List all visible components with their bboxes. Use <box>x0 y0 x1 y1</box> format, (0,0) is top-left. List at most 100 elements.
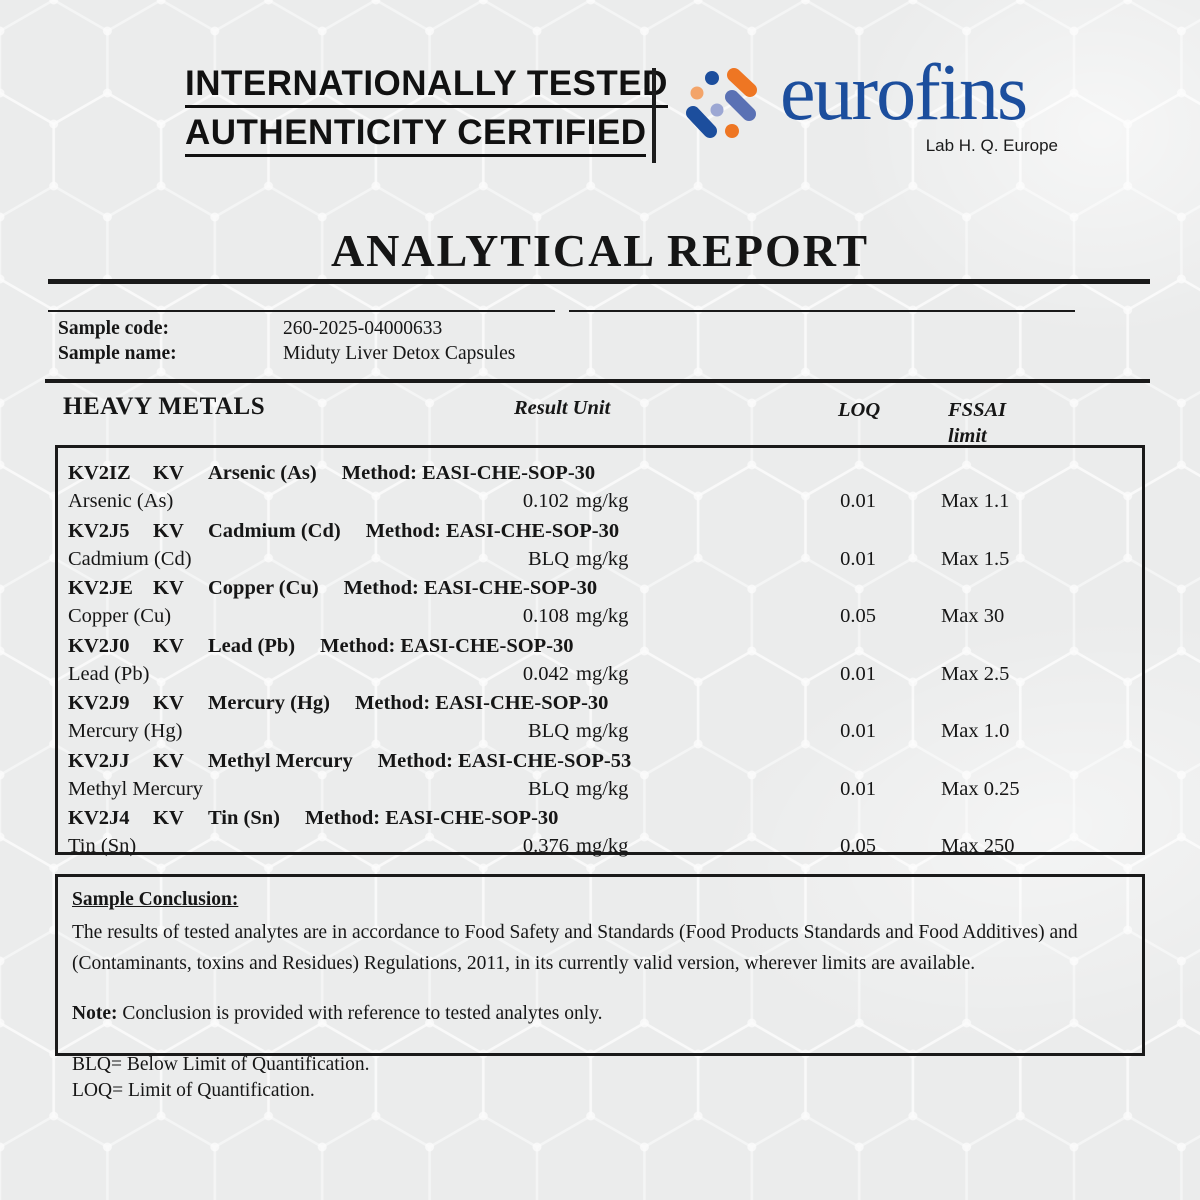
result-value: 0.042 <box>522 662 569 685</box>
result-value: 0.102 <box>522 490 569 512</box>
analyte-result-line: Copper (Cu) 0.108 mg/kg 0.05 Max 30 <box>58 605 1142 627</box>
table-row: KV2JJ KV Methyl Mercury Method: EASI-CHE-SO… <box>58 742 1142 800</box>
analyte-code: KV2J9 <box>68 692 130 714</box>
conclusion-body: The results of tested analytes are in ac… <box>72 922 1078 974</box>
loq-definition: LOQ= Limit of Quantification. <box>72 1080 315 1101</box>
sample-name-row: Sample name: Miduty Liver Detox Capsules <box>58 343 515 365</box>
note-label: Note: <box>72 1003 118 1024</box>
analyte-name-bold: Mercury (Hg) <box>208 692 330 714</box>
fssai-limit-value: Max 0.25 <box>941 777 1020 800</box>
result-unit: mg/kg <box>576 777 629 800</box>
table-row: KV2J4 KV Tin (Sn) Method: EASI-CHE-SOP-30 T… <box>58 799 1142 857</box>
column-header-fssai-limit: FSSAI limit <box>948 399 1007 447</box>
sample-name-value: Miduty Liver Detox Capsules <box>283 343 516 364</box>
analyte-kv: KV <box>153 519 184 542</box>
column-header-result: Result Unit <box>514 397 611 419</box>
result-unit: mg/kg <box>576 835 629 857</box>
sample-rule-right <box>569 310 1075 312</box>
result-value: BLQ <box>528 777 569 800</box>
analyte-name: Arsenic (As) <box>68 490 174 512</box>
analyte-method: Method: EASI-CHE-SOP-30 <box>343 577 598 599</box>
table-row: KV2J9 KV Mercury (Hg) Method: EASI-CHE-SOP-… <box>58 684 1142 742</box>
analyte-kv: KV <box>153 807 184 829</box>
analyte-result-line: Arsenic (As) 0.102 mg/kg 0.01 Max 1.1 <box>58 490 1142 512</box>
table-row: KV2J0 KV Lead (Pb) Method: EASI-CHE-SOP-30 … <box>58 627 1142 685</box>
analyte-name-bold: Arsenic (As) <box>208 462 317 484</box>
sample-code-row: Sample code: 260-2025-04000633 <box>58 318 442 340</box>
analyte-code: KV2J4 <box>68 807 130 829</box>
analyte-method: Method: EASI-CHE-SOP-30 <box>341 462 596 484</box>
analyte-code: KV2JE <box>68 577 133 599</box>
table-row: KV2J5 KV Cadmium (Cd) Method: EASI-CHE-SOP-… <box>58 512 1142 570</box>
result-value: BLQ <box>528 547 569 570</box>
analyte-result-line: Mercury (Hg) BLQ mg/kg 0.01 Max 1.0 <box>58 720 1142 742</box>
fssai-limit-value: Max 2.5 <box>941 662 1010 685</box>
column-header-loq: LOQ <box>838 399 881 421</box>
analyte-result-line: Cadmium (Cd) BLQ mg/kg 0.01 Max 1.5 <box>58 547 1142 570</box>
result-unit: mg/kg <box>576 490 629 512</box>
analyte-method: Method: EASI-CHE-SOP-30 <box>320 634 574 657</box>
abbreviation-definitions: BLQ= Below Limit of Quantification. LOQ=… <box>72 1052 1128 1104</box>
analyte-name-bold: Cadmium (Cd) <box>208 519 341 542</box>
analyte-name: Lead (Pb) <box>68 662 150 685</box>
analyte-code: KV2JJ <box>68 749 130 772</box>
analyte-name: Cadmium (Cd) <box>68 547 192 570</box>
analyte-method: Method: EASI-CHE-SOP-30 <box>365 519 620 542</box>
analyte-name-bold: Copper (Cu) <box>208 577 319 599</box>
analyte-name: Tin (Sn) <box>68 835 137 857</box>
certification-tagline: INTERNATIONALLY TESTED AUTHENTICITY CERT… <box>185 66 668 157</box>
analyte-kv: KV <box>153 692 184 714</box>
sample-code-label: Sample code: <box>58 318 170 339</box>
analyte-kv: KV <box>153 577 184 599</box>
analyte-kv: KV <box>153 749 184 772</box>
blq-definition: BLQ= Below Limit of Quantification. <box>72 1054 370 1075</box>
result-unit: mg/kg <box>576 605 629 627</box>
tagline-line2: AUTHENTICITY CERTIFIED <box>185 115 647 157</box>
sample-conclusion-box: Sample Conclusion: The results of tested… <box>55 874 1145 1101</box>
analyte-result-line: Tin (Sn) 0.376 mg/kg 0.05 Max 250 <box>58 835 1142 857</box>
note-text: Conclusion is provided with reference to… <box>122 1003 603 1024</box>
brand-name: eurofins <box>780 49 1028 137</box>
sample-code-value: 260-2025-04000633 <box>283 318 443 339</box>
result-unit: mg/kg <box>576 547 629 570</box>
result-unit: mg/kg <box>576 720 629 742</box>
analyte-method: Method: EASI-CHE-SOP-53 <box>377 749 632 772</box>
heavy-metals-table: KV2IZ KV Arsenic (As) Method: EASI-CHE-SOP-… <box>55 445 1145 857</box>
analyte-name-bold: Methyl Mercury <box>208 749 353 772</box>
sample-name-label: Sample name: <box>58 343 177 364</box>
section-title: HEAVY METALS <box>63 393 266 420</box>
analyte-name: Methyl Mercury <box>68 777 203 800</box>
result-unit: mg/kg <box>576 662 629 685</box>
analyte-code: KV2J5 <box>68 519 130 542</box>
result-value: BLQ <box>528 720 569 742</box>
sample-bottom-rule <box>45 379 1150 383</box>
analyte-method-line: KV2J9 KV Mercury (Hg) Method: EASI-CHE-SOP-… <box>58 692 1142 720</box>
analyte-method: Method: EASI-CHE-SOP-30 <box>355 692 609 714</box>
analyte-kv: KV <box>153 634 184 657</box>
fssai-limit-value: Max 250 <box>941 835 1015 857</box>
analyte-name-bold: Lead (Pb) <box>208 634 296 657</box>
loq-value: 0.01 <box>840 490 876 512</box>
brand-subtitle: Lab H. Q. Europe <box>925 136 1058 155</box>
analyte-method-line: KV2J4 KV Tin (Sn) Method: EASI-CHE-SOP-30 <box>58 807 1142 835</box>
fssai-limit-value: Max 30 <box>941 605 1005 627</box>
result-value: 0.376 <box>522 835 569 857</box>
analyte-method-line: KV2JJ KV Methyl Mercury Method: EASI-CHE-SO… <box>58 750 1142 778</box>
loq-value: 0.05 <box>840 605 876 627</box>
loq-value: 0.01 <box>840 720 876 742</box>
eurofins-logo-icon <box>686 68 757 138</box>
analyte-kv: KV <box>153 462 184 484</box>
analyte-method-line: KV2J5 KV Cadmium (Cd) Method: EASI-CHE-SOP-… <box>58 520 1142 548</box>
analyte-name: Mercury (Hg) <box>68 720 183 742</box>
tagline-line1: INTERNATIONALLY TESTED <box>185 66 668 108</box>
analyte-result-line: Methyl Mercury BLQ mg/kg 0.01 Max 0.25 <box>58 777 1142 800</box>
analyte-method: Method: EASI-CHE-SOP-30 <box>304 807 559 829</box>
loq-value: 0.01 <box>840 547 876 570</box>
conclusion-heading: Sample Conclusion: <box>72 889 239 910</box>
analyte-method-line: KV2J0 KV Lead (Pb) Method: EASI-CHE-SOP-30 <box>58 635 1142 663</box>
analyte-name: Copper (Cu) <box>68 605 172 627</box>
result-value: 0.108 <box>522 605 569 627</box>
fssai-limit-value: Max 1.0 <box>941 720 1010 742</box>
conclusion-note: Note: Conclusion is provided with refere… <box>72 1003 1128 1025</box>
analyte-result-line: Lead (Pb) 0.042 mg/kg 0.01 Max 2.5 <box>58 662 1142 685</box>
